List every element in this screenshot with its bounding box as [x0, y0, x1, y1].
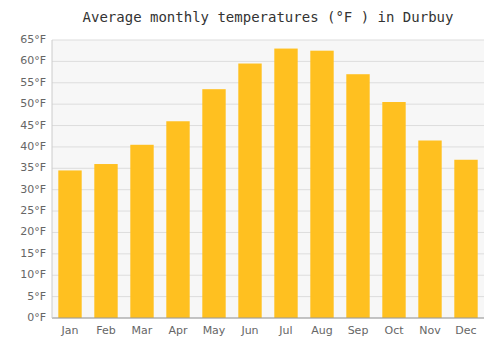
grid-line: [52, 40, 484, 41]
y-tick-label: 20°F: [20, 225, 46, 238]
bar: [454, 160, 477, 318]
y-tick-label: 60°F: [20, 54, 46, 67]
bar: [346, 74, 369, 318]
x-tick-label: May: [203, 324, 226, 337]
x-tick-label: Jan: [61, 324, 79, 337]
x-tick-label: Jun: [240, 324, 258, 337]
x-tick-label: Jul: [278, 324, 292, 337]
y-tick-label: 35°F: [20, 161, 46, 174]
y-tick-label: 15°F: [20, 247, 46, 260]
grid-line: [52, 318, 484, 319]
bar: [238, 64, 261, 318]
x-tick-label: Oct: [384, 324, 404, 337]
y-tick-label: 50°F: [20, 97, 46, 110]
y-tick-label: 10°F: [20, 268, 46, 281]
x-tick-label: Nov: [419, 324, 441, 337]
bar: [202, 89, 225, 318]
x-axis-line: [52, 318, 484, 319]
y-tick-label: 40°F: [20, 140, 46, 153]
grid-line: [52, 125, 484, 126]
grid-line: [52, 104, 484, 105]
y-tick-label: 65°F: [20, 33, 46, 46]
title: Average monthly temperatures (°F ) in Du…: [83, 9, 454, 25]
y-tick-label: 45°F: [20, 119, 46, 132]
chart-container: 0°F 5°F 10°F 15°F 20°F 25°F 30°F 35°F 40°F 45°F 50…: [0, 0, 500, 350]
x-tick-label: Feb: [96, 324, 115, 337]
x-tick-label: Sep: [348, 324, 369, 337]
y-axis-line: [52, 40, 53, 318]
bar: [382, 102, 405, 318]
bar: [418, 141, 441, 318]
bar: [274, 49, 297, 318]
bar: [94, 164, 117, 318]
x-tick-label: Dec: [455, 324, 476, 337]
bar: [310, 51, 333, 318]
y-tick-label: 5°F: [27, 290, 46, 303]
grid-line: [52, 82, 484, 83]
y-tick-label: 0°F: [27, 311, 46, 324]
bar: [166, 121, 189, 318]
x-tick-label: Mar: [132, 324, 153, 337]
x-tick-label: Aug: [311, 324, 332, 337]
plot-background: [52, 40, 484, 318]
bars: [58, 49, 477, 318]
y-tick-label: 55°F: [20, 76, 46, 89]
grid-line: [52, 61, 484, 62]
bar: [58, 170, 81, 318]
x-tick-label: Apr: [168, 324, 188, 337]
bar: [130, 145, 153, 318]
y-tick-label: 30°F: [20, 183, 46, 196]
y-tick-label: 25°F: [20, 204, 46, 217]
chart-svg: 0°F 5°F 10°F 15°F 20°F 25°F 30°F 35°F 40°F 45°F 50…: [0, 0, 500, 350]
